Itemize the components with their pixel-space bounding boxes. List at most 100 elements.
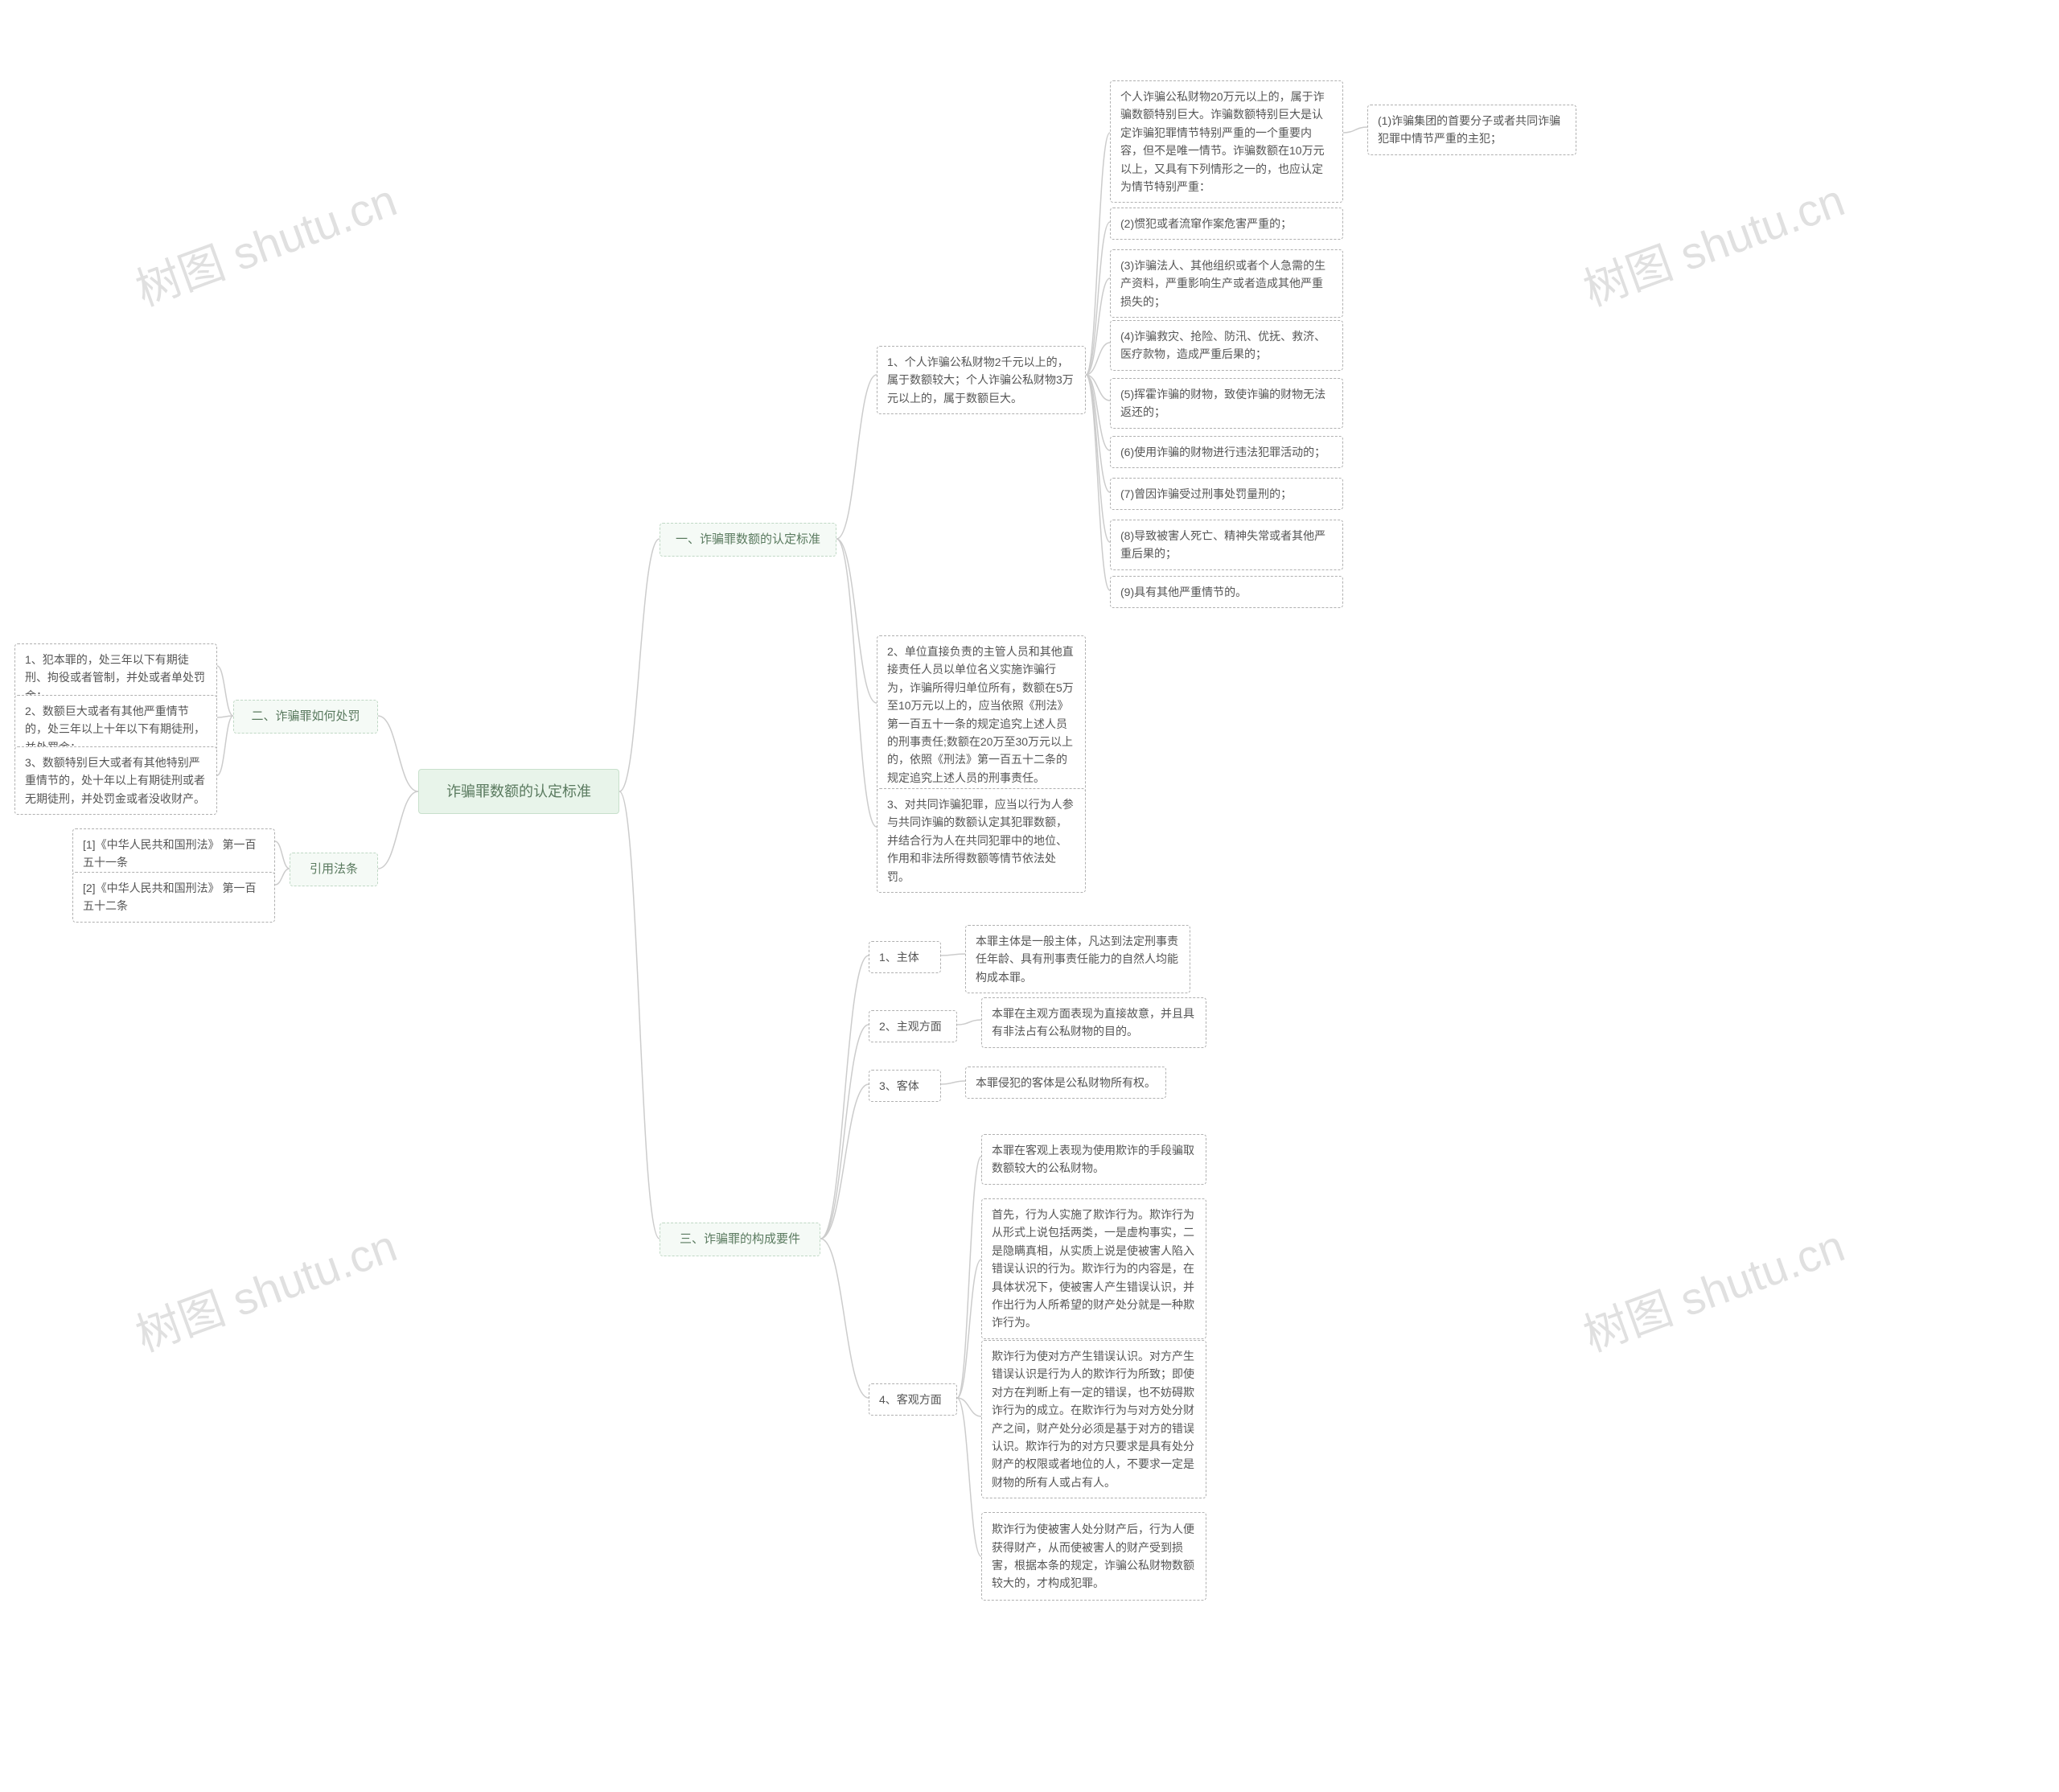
mindmap-node: 本罪主体是一般主体，凡达到法定刑事责任年龄、具有刑事责任能力的自然人均能构成本罪… xyxy=(965,925,1190,993)
node-text: 2、单位直接负责的主管人员和其他直接责任人员以单位名义实施诈骗行为，诈骗所得归单… xyxy=(887,643,1075,787)
mindmap-node: (8)导致被害人死亡、精神失常或者其他严重后果的； xyxy=(1110,520,1343,570)
mindmap-node: 2、单位直接负责的主管人员和其他直接责任人员以单位名义实施诈骗行为，诈骗所得归单… xyxy=(877,635,1086,794)
connector xyxy=(1086,375,1110,590)
node-text: 首先，行为人实施了欺诈行为。欺诈行为从形式上说包括两类，一是虚构事实，二是隐瞒真… xyxy=(992,1206,1196,1332)
mindmap-node: 一、诈骗罪数额的认定标准 xyxy=(660,523,836,557)
connector xyxy=(1086,375,1110,401)
node-text: (6)使用诈骗的财物进行违法犯罪活动的； xyxy=(1120,443,1325,461)
connector xyxy=(217,716,233,775)
node-text: (9)具有其他严重情节的。 xyxy=(1120,583,1247,601)
mindmap-node: (1)诈骗集团的首要分子或者共同诈骗犯罪中情节严重的主犯； xyxy=(1367,105,1576,155)
node-text: 3、对共同诈骗犯罪，应当以行为人参与共同诈骗的数额认定其犯罪数额，并结合行为人在… xyxy=(887,795,1075,886)
mindmap-node: 3、数额特别巨大或者有其他特别严重情节的，处十年以上有期徒刑或者无期徒刑，并处罚… xyxy=(14,746,217,815)
mindmap-node: 本罪在主观方面表现为直接故意，并且具有非法占有公私财物的目的。 xyxy=(981,997,1206,1048)
node-text: 1、个人诈骗公私财物2千元以上的，属于数额较大；个人诈骗公私财物3万元以上的，属… xyxy=(887,353,1075,407)
mindmap-node: 4、客观方面 xyxy=(869,1383,957,1416)
connector xyxy=(1343,127,1367,133)
mindmap-node: 3、对共同诈骗犯罪，应当以行为人参与共同诈骗的数额认定其犯罪数额，并结合行为人在… xyxy=(877,788,1086,893)
connector xyxy=(957,1157,981,1398)
connector xyxy=(1086,278,1110,375)
mindmap-node: 本罪侵犯的客体是公私财物所有权。 xyxy=(965,1067,1166,1099)
connector xyxy=(957,1020,981,1025)
node-text: 本罪侵犯的客体是公私财物所有权。 xyxy=(976,1074,1156,1091)
connector xyxy=(378,716,418,791)
node-text: 欺诈行为使对方产生错误认识。对方产生错误认识是行为人的欺诈行为所致；即使对方在判… xyxy=(992,1347,1196,1491)
mindmap-node: 欺诈行为使被害人处分财产后，行为人便获得财产，从而使被害人的财产受到损害，根据本… xyxy=(981,1512,1206,1601)
connector xyxy=(957,1398,981,1556)
node-text: 3、客体 xyxy=(879,1077,919,1095)
connector xyxy=(217,666,233,716)
connector xyxy=(820,1084,869,1239)
mindmap-node: (9)具有其他严重情节的。 xyxy=(1110,576,1343,608)
mindmap-node: (6)使用诈骗的财物进行违法犯罪活动的； xyxy=(1110,436,1343,468)
connector xyxy=(1086,133,1110,375)
mindmap-node: (4)诈骗救灾、抢险、防汛、优抚、救济、医疗款物，造成严重后果的； xyxy=(1110,320,1343,371)
node-text: (1)诈骗集团的首要分子或者共同诈骗犯罪中情节严重的主犯； xyxy=(1378,112,1566,148)
node-text: (2)惯犯或者流窜作案危害严重的； xyxy=(1120,215,1292,232)
connector xyxy=(1086,375,1110,450)
mindmap-node: 个人诈骗公私财物20万元以上的，属于诈骗数额特别巨大。诈骗数额特别巨大是认定诈骗… xyxy=(1110,80,1343,203)
connector xyxy=(957,1260,981,1398)
connector xyxy=(836,539,877,827)
node-text: 引用法条 xyxy=(310,860,358,879)
connector xyxy=(820,1025,869,1239)
connector xyxy=(941,954,965,956)
node-text: 1、主体 xyxy=(879,948,919,966)
node-text: (8)导致被害人死亡、精神失常或者其他严重后果的； xyxy=(1120,527,1333,563)
mindmap-node: 欺诈行为使对方产生错误认识。对方产生错误认识是行为人的欺诈行为所致；即使对方在判… xyxy=(981,1340,1206,1498)
node-text: 一、诈骗罪数额的认定标准 xyxy=(676,530,820,549)
connector xyxy=(1086,222,1110,375)
connector xyxy=(836,375,877,539)
watermark: 树图 shutu.cn xyxy=(125,1210,405,1364)
node-text: (4)诈骗救灾、抢险、防汛、优抚、救济、医疗款物，造成严重后果的； xyxy=(1120,327,1333,364)
connector xyxy=(820,956,869,1239)
node-text: [2]《中华人民共和国刑法》 第一百五十二条 xyxy=(83,879,265,915)
node-text: 本罪在客观上表现为使用欺诈的手段骗取数额较大的公私财物。 xyxy=(992,1141,1196,1178)
connector xyxy=(217,716,233,717)
node-text: (7)曾因诈骗受过刑事处罚量刑的； xyxy=(1120,485,1292,503)
mindmap-node: (5)挥霍诈骗的财物，致使诈骗的财物无法返还的； xyxy=(1110,378,1343,429)
mindmap-node: [2]《中华人民共和国刑法》 第一百五十二条 xyxy=(72,872,275,923)
node-text: 诈骗罪数额的认定标准 xyxy=(446,780,591,804)
mindmap-node: 三、诈骗罪的构成要件 xyxy=(660,1223,820,1256)
connector xyxy=(275,869,290,885)
connector xyxy=(941,1081,965,1084)
connector xyxy=(378,791,418,869)
mindmap-node: 诈骗罪数额的认定标准 xyxy=(418,769,619,814)
mindmap-node: (3)诈骗法人、其他组织或者个人急需的生产资料，严重影响生产或者造成其他严重损失… xyxy=(1110,249,1343,318)
mindmap-node: 1、主体 xyxy=(869,941,941,973)
connector xyxy=(275,841,290,869)
node-text: [1]《中华人民共和国刑法》 第一百五十一条 xyxy=(83,836,265,872)
node-text: 4、客观方面 xyxy=(879,1391,942,1408)
node-text: 2、主观方面 xyxy=(879,1017,942,1035)
mindmap-node: 二、诈骗罪如何处罚 xyxy=(233,700,378,734)
watermark: 树图 shutu.cn xyxy=(1573,164,1852,319)
mindmap-node: (2)惯犯或者流窜作案危害严重的； xyxy=(1110,208,1343,240)
watermark: 树图 shutu.cn xyxy=(1573,1210,1852,1364)
connector xyxy=(957,1398,981,1416)
watermark: 树图 shutu.cn xyxy=(125,164,405,319)
node-text: 3、数额特别巨大或者有其他特别严重情节的，处十年以上有期徒刑或者无期徒刑，并处罚… xyxy=(25,754,207,808)
node-text: 二、诈骗罪如何处罚 xyxy=(251,707,360,726)
mindmap-node: 2、主观方面 xyxy=(869,1010,957,1042)
node-text: (5)挥霍诈骗的财物，致使诈骗的财物无法返还的； xyxy=(1120,385,1333,421)
mindmap-node: 首先，行为人实施了欺诈行为。欺诈行为从形式上说包括两类，一是虚构事实，二是隐瞒真… xyxy=(981,1198,1206,1339)
node-text: 个人诈骗公私财物20万元以上的，属于诈骗数额特别巨大。诈骗数额特别巨大是认定诈骗… xyxy=(1120,88,1333,195)
connector xyxy=(619,539,660,791)
connector xyxy=(836,539,877,703)
mindmap-node: 引用法条 xyxy=(290,853,378,886)
connector xyxy=(619,791,660,1239)
node-text: 欺诈行为使被害人处分财产后，行为人便获得财产，从而使被害人的财产受到损害，根据本… xyxy=(992,1520,1196,1593)
mindmap-node: 1、个人诈骗公私财物2千元以上的，属于数额较大；个人诈骗公私财物3万元以上的，属… xyxy=(877,346,1086,414)
connector xyxy=(1086,343,1110,375)
connector xyxy=(1086,375,1110,492)
mindmap-node: (7)曾因诈骗受过刑事处罚量刑的； xyxy=(1110,478,1343,510)
mindmap-node: 3、客体 xyxy=(869,1070,941,1102)
node-text: 三、诈骗罪的构成要件 xyxy=(680,1230,800,1249)
connector xyxy=(1086,375,1110,542)
mindmap-node: 本罪在客观上表现为使用欺诈的手段骗取数额较大的公私财物。 xyxy=(981,1134,1206,1185)
node-text: 本罪在主观方面表现为直接故意，并且具有非法占有公私财物的目的。 xyxy=(992,1005,1196,1041)
node-text: 本罪主体是一般主体，凡达到法定刑事责任年龄、具有刑事责任能力的自然人均能构成本罪… xyxy=(976,932,1180,986)
connector xyxy=(820,1239,869,1398)
node-text: (3)诈骗法人、其他组织或者个人急需的生产资料，严重影响生产或者造成其他严重损失… xyxy=(1120,257,1333,310)
